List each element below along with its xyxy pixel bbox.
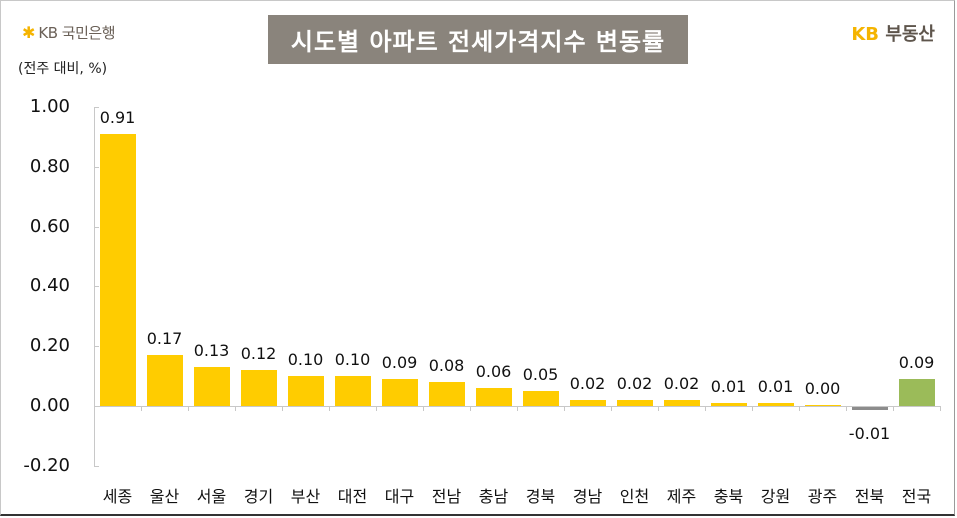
y-tick-label: 0.20 [29,335,70,357]
category-label: 인천 [619,487,650,506]
y-tick-label: 0.00 [29,395,70,416]
category-label: 세종 [102,487,133,506]
y-tick-label: 0.60 [29,215,70,237]
y-tick-label: 1.00 [29,96,70,117]
category-label: 경북 [525,487,556,506]
bar-광주 [804,405,841,406]
value-label: 0.12 [240,344,277,364]
value-label: 0.09 [898,353,935,373]
x-tick-mark [893,406,894,411]
y-tick-mark [94,227,99,228]
value-label: 0.01 [710,377,747,396]
value-label: 0.17 [146,329,183,349]
y-tick-mark [94,107,99,108]
x-tick-mark [517,406,518,411]
x-tick-mark [282,406,283,411]
x-tick-mark [329,406,330,411]
brand-name: 부동산 [885,24,935,45]
y-tick-label: 0.80 [29,155,70,177]
category-label: 대구 [384,487,415,506]
value-label: 0.05 [522,365,559,385]
category-label: 서울 [196,487,227,506]
bar-제주 [663,400,700,406]
bar-인천 [616,400,653,406]
chart-title-text: 시도별 아파트 전세가격지수 변동률 [290,28,666,56]
category-label: 충북 [713,487,744,506]
category-label: 광주 [807,487,838,506]
value-label: 0.02 [616,374,653,394]
x-tick-mark [705,406,706,411]
category-label: 전북 [854,487,885,506]
x-tick-mark [564,406,565,411]
value-label: 0.10 [287,350,324,370]
value-label: 0.91 [99,107,136,127]
y-tick-label: 0.40 [29,275,70,297]
bar-대구 [381,379,418,406]
x-tick-mark [940,406,941,411]
x-tick-mark [799,406,800,411]
x-tick-mark [188,406,189,411]
bar-경기 [240,370,277,406]
value-label: 0.01 [757,377,794,396]
y-tick-mark [94,406,99,407]
y-tick-mark [94,167,99,168]
y-tick-label: -0.20 [23,454,70,476]
x-tick-mark [423,406,424,411]
bar-울산 [146,355,183,406]
bar-대전 [334,376,371,406]
category-label: 강원 [760,487,791,506]
kb-bank-name: KB 국민은행 [38,24,116,42]
x-tick-mark [846,406,847,411]
category-label: 경기 [243,487,274,506]
value-label: 0.10 [334,350,371,370]
category-label: 대전 [337,487,368,506]
bar-경북 [522,391,559,406]
x-tick-mark [376,406,377,411]
kb-bank-logo: ✱ KB 국민은행 [22,22,116,43]
bar-충북 [710,403,747,406]
value-label: 0.08 [428,356,465,376]
category-label: 울산 [149,487,180,506]
y-tick-mark [94,466,99,467]
value-label: 0.13 [193,341,230,361]
kb-star-icon: ✱ [22,22,36,42]
chart-title: 시도별 아파트 전세가격지수 변동률 [268,15,688,64]
value-label: 0.02 [569,374,606,394]
value-label: 0.06 [475,362,512,382]
bar-충남 [475,388,512,406]
bar-세종 [99,133,136,406]
bar-전국 [898,379,935,406]
bar-강원 [757,403,794,406]
category-label: 전국 [901,487,932,506]
category-label: 전남 [431,487,462,506]
value-label: 0.00 [804,379,841,398]
x-tick-mark [611,406,612,411]
bar-서울 [193,367,230,406]
x-tick-mark [470,406,471,411]
category-label: 충남 [478,487,509,506]
bar-부산 [287,376,324,406]
x-tick-mark [752,406,753,411]
category-label: 제주 [666,487,697,506]
bar-전북 [851,407,888,410]
x-tick-mark [235,406,236,411]
brand-kb: KB [851,24,880,45]
category-label: 경남 [572,487,603,506]
y-tick-mark [94,346,99,347]
bar-전남 [428,382,465,406]
y-axis-line [94,107,95,467]
value-label: 0.02 [663,374,700,394]
category-label: 부산 [290,487,321,506]
value-label: -0.01 [848,424,891,443]
kb-realestate-logo: KB 부동산 [851,20,935,46]
y-tick-mark [94,286,99,287]
value-label: 0.09 [381,353,418,373]
bar-경남 [569,400,606,406]
unit-label: (전주 대비, %) [18,61,108,77]
x-tick-mark [141,406,142,411]
x-tick-mark [658,406,659,411]
